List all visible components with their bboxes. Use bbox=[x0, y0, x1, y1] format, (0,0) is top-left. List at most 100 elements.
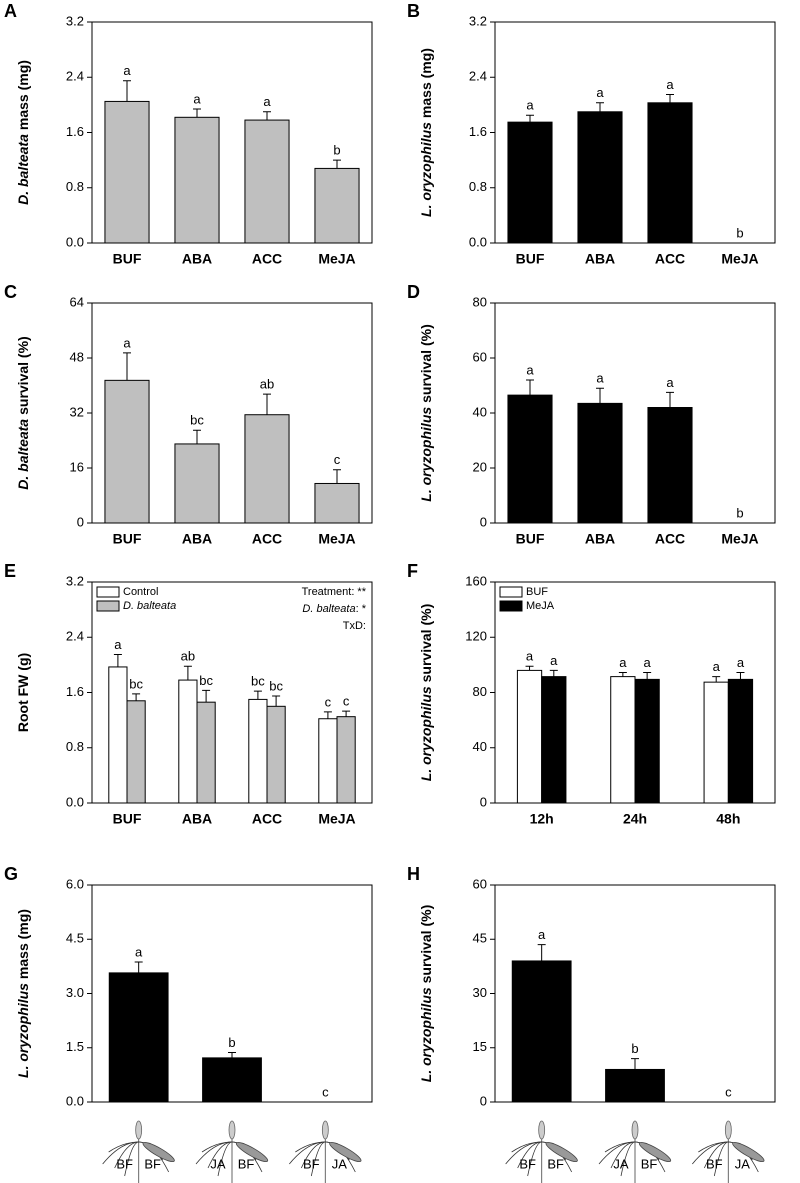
significance-letter: a bbox=[666, 375, 674, 390]
y-axis-label: L. oryzophilus survival (%) bbox=[418, 604, 434, 781]
significance-letter: a bbox=[193, 91, 201, 106]
significance-letter: ab bbox=[181, 649, 195, 664]
annotation: D. balteata: * bbox=[302, 603, 366, 615]
annotation-text: : * bbox=[356, 603, 367, 615]
bar bbox=[647, 407, 693, 524]
y-tick-label: 3.2 bbox=[66, 573, 84, 588]
y-tick-label: 0 bbox=[480, 1093, 487, 1108]
significance-letter: c bbox=[334, 452, 341, 467]
y-label-unit: survival (%) bbox=[15, 336, 31, 415]
annotation-text: TxD: bbox=[343, 620, 366, 632]
significance-letter: a bbox=[596, 371, 604, 386]
plant-root bbox=[195, 1141, 233, 1165]
error-bar bbox=[183, 665, 192, 681]
y-tick-label: 1.6 bbox=[66, 124, 84, 139]
panel-label: A bbox=[4, 1, 17, 21]
y-tick-label: 1.5 bbox=[66, 1039, 84, 1054]
x-tick-label: BUF bbox=[113, 531, 142, 547]
y-axis-label: L. oryzophilus survival (%) bbox=[418, 324, 434, 501]
annotation: TxD: bbox=[343, 620, 366, 632]
x-tick-label: 24h bbox=[623, 811, 647, 827]
y-tick-label: 0 bbox=[480, 794, 487, 809]
larva bbox=[329, 1141, 362, 1163]
plant-root bbox=[598, 1141, 636, 1165]
x-tick-label: BF bbox=[238, 1156, 255, 1171]
y-label-species: L. oryzophilus bbox=[418, 686, 434, 781]
annotation: Treatment: ** bbox=[302, 586, 367, 598]
error-bar bbox=[666, 391, 674, 408]
panel-label: B bbox=[407, 1, 420, 21]
y-tick-label: 160 bbox=[465, 573, 487, 588]
x-tick-label: BUF bbox=[516, 251, 545, 267]
plant-root bbox=[505, 1141, 542, 1165]
legend-swatch bbox=[499, 600, 523, 612]
plant-root bbox=[289, 1141, 326, 1165]
plant-root bbox=[698, 1141, 729, 1153]
y-label-unit: survival (%) bbox=[418, 604, 434, 683]
x-tick-label: MeJA bbox=[318, 811, 355, 827]
y-tick-label: 32 bbox=[70, 404, 84, 419]
y-label-unit: mass (mg) bbox=[418, 48, 434, 118]
y-tick-label: 2.4 bbox=[469, 69, 487, 84]
x-tick-label: ABA bbox=[585, 531, 615, 547]
significance-letter: a bbox=[263, 94, 271, 109]
legend-label: D. balteata bbox=[123, 600, 176, 612]
plant-root bbox=[295, 1141, 326, 1153]
bar bbox=[104, 100, 150, 244]
error-bar bbox=[618, 671, 627, 677]
error-bar bbox=[525, 665, 534, 671]
y-tick-label: 0 bbox=[480, 514, 487, 529]
y-tick-label: 0.0 bbox=[469, 234, 487, 249]
bar bbox=[314, 167, 360, 244]
significance-letter: a bbox=[737, 655, 745, 670]
y-label-unit: survival (%) bbox=[418, 905, 434, 984]
significance-letter: a bbox=[550, 653, 558, 668]
bar bbox=[178, 679, 198, 804]
y-tick-label: 60 bbox=[473, 349, 487, 364]
significance-letter: a bbox=[526, 98, 534, 113]
x-tick-label: BF bbox=[706, 1156, 723, 1171]
panel-label: C bbox=[4, 282, 17, 302]
significance-letter: bc bbox=[190, 413, 204, 428]
x-tick-label: JA bbox=[210, 1156, 226, 1171]
y-tick-label: 0.0 bbox=[66, 234, 84, 249]
larva bbox=[545, 1141, 578, 1163]
y-tick-label: 1.6 bbox=[469, 124, 487, 139]
bar bbox=[314, 482, 360, 524]
plot-frame bbox=[494, 581, 776, 804]
panel-label: F bbox=[407, 561, 418, 581]
error-bar bbox=[736, 671, 745, 680]
bar bbox=[248, 698, 268, 804]
y-axis-label: L. oryzophilus mass (mg) bbox=[418, 48, 434, 217]
x-tick-label: ABA bbox=[182, 811, 212, 827]
error-bar bbox=[134, 961, 143, 973]
x-tick-label: BF bbox=[116, 1156, 133, 1171]
bar bbox=[174, 443, 220, 524]
x-tick-label: ABA bbox=[585, 251, 615, 267]
x-tick-label: BF bbox=[144, 1156, 161, 1171]
plant-icon bbox=[692, 1120, 765, 1183]
y-label-species: D. balteata bbox=[15, 134, 31, 205]
panel-label: G bbox=[4, 864, 18, 884]
larva bbox=[142, 1141, 175, 1163]
significance-letter: a bbox=[713, 659, 721, 674]
plot-frame bbox=[494, 302, 776, 524]
legend-swatch bbox=[499, 586, 523, 598]
y-label-species: L. oryzophilus bbox=[418, 987, 434, 1082]
legend-swatch bbox=[96, 586, 120, 598]
plant-icon bbox=[289, 1120, 362, 1183]
bar bbox=[577, 402, 623, 524]
x-tick-label: 12h bbox=[530, 811, 554, 827]
plant-shoot bbox=[631, 1120, 639, 1140]
plant-root bbox=[511, 1141, 542, 1153]
error-bar bbox=[193, 429, 201, 444]
bar bbox=[727, 678, 754, 804]
significance-letter: a bbox=[666, 77, 674, 92]
significance-letter: a bbox=[619, 655, 627, 670]
plot-frame bbox=[91, 884, 373, 1103]
error-bar bbox=[123, 80, 131, 102]
plant-root bbox=[692, 1141, 729, 1165]
x-tick-label: ABA bbox=[182, 531, 212, 547]
bar bbox=[703, 681, 729, 804]
significance-letter: c bbox=[725, 1084, 732, 1099]
